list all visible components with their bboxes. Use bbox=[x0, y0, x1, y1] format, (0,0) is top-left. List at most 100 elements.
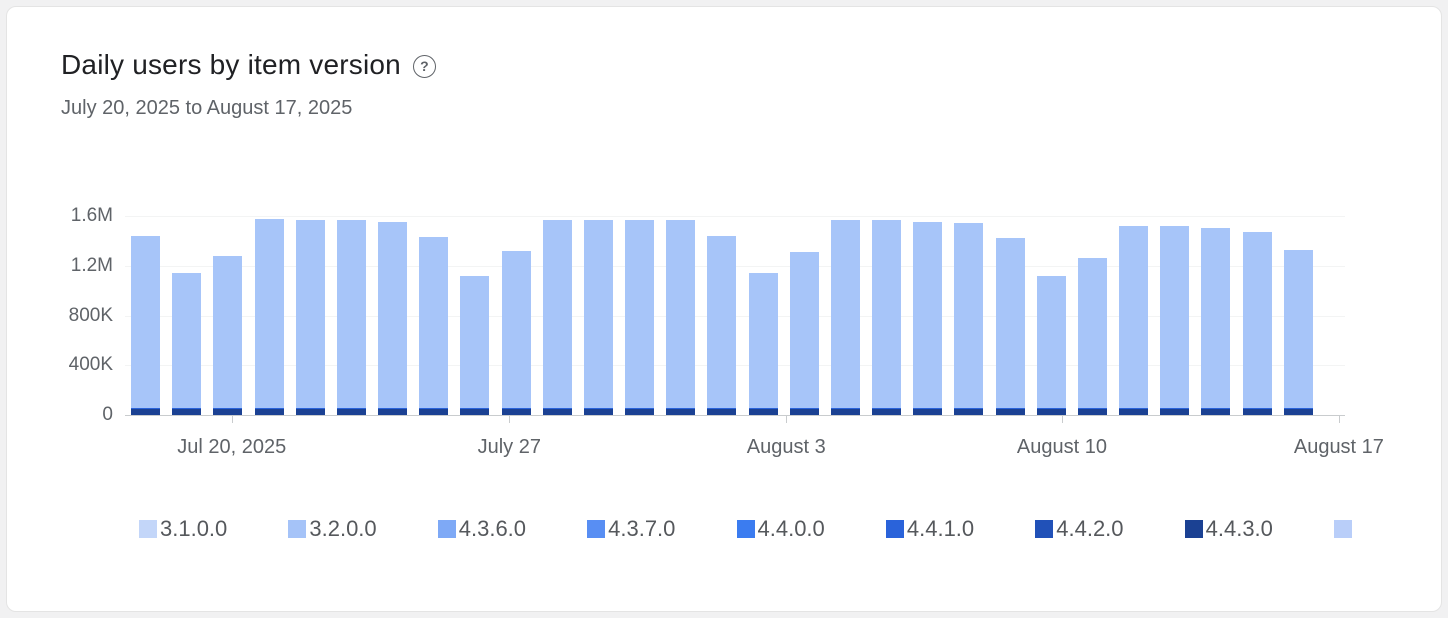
bar-segment-4.4.1.0 bbox=[830, 407, 860, 410]
bar-segment-3.2.0.0 bbox=[336, 219, 366, 408]
bar-segment-4.4.1.0 bbox=[872, 407, 902, 410]
bars-group bbox=[131, 216, 1313, 415]
legend-item-4-4-1-0: 4.4.1.0 bbox=[885, 516, 975, 542]
bar-segment-3.2.0.0 bbox=[913, 222, 943, 408]
bar-segment-4.4.1.0 bbox=[913, 407, 943, 410]
bar-jul-25[interactable] bbox=[336, 216, 366, 415]
bar-segment-3.2.0.0 bbox=[748, 273, 778, 408]
bar-jul-31[interactable] bbox=[583, 216, 613, 415]
bar-segment-3.2.0.0 bbox=[378, 222, 408, 408]
y-axis-label: 800K bbox=[68, 304, 113, 326]
bar-segment-4.4.1.0 bbox=[419, 407, 449, 410]
bar-aug-10[interactable] bbox=[995, 216, 1025, 415]
bar-segment-4.4.1.0 bbox=[995, 407, 1025, 410]
title-row: Daily users by item version ? bbox=[61, 49, 1441, 81]
bar-jul-21[interactable] bbox=[172, 216, 202, 415]
bar-segment-3.2.0.0 bbox=[1119, 225, 1149, 408]
bar-segment-4.4.3.0 bbox=[913, 409, 943, 415]
bar-segment-4.4.1.0 bbox=[1160, 407, 1190, 410]
help-icon[interactable]: ? bbox=[412, 54, 436, 78]
bar-aug-2[interactable] bbox=[666, 216, 696, 415]
legend-label: 4.4.1.0 bbox=[906, 516, 975, 541]
x-axis-label: Jul 20, 2025 bbox=[177, 436, 287, 458]
x-axis-label: August 17 bbox=[1293, 436, 1384, 458]
bar-segment-3.2.0.0 bbox=[1160, 225, 1190, 408]
bar-jul-20[interactable] bbox=[131, 216, 160, 415]
bar-segment-4.4.3.0 bbox=[254, 409, 284, 415]
bar-segment-4.4.1.0 bbox=[213, 407, 243, 410]
bar-aug-12[interactable] bbox=[1077, 216, 1107, 415]
legend-swatch bbox=[587, 520, 606, 538]
gridline bbox=[125, 216, 1345, 217]
bar-segment-3.2.0.0 bbox=[666, 219, 696, 408]
bar-segment-3.2.0.0 bbox=[501, 250, 531, 408]
y-axis-label: 1.6M bbox=[70, 205, 113, 226]
legend-swatch bbox=[1184, 520, 1203, 538]
legend-label: 4.3.7.0 bbox=[608, 516, 676, 541]
bar-jul-29[interactable] bbox=[501, 216, 531, 415]
x-axis-label: August 3 bbox=[746, 436, 826, 458]
bar-segment-4.4.3.0 bbox=[1242, 409, 1272, 415]
bar-aug-11[interactable] bbox=[1036, 216, 1066, 415]
bar-aug-6[interactable] bbox=[830, 216, 860, 415]
bar-aug-3[interactable] bbox=[707, 216, 737, 415]
bar-segment-4.4.3.0 bbox=[1283, 409, 1313, 415]
bar-aug-9[interactable] bbox=[954, 216, 984, 415]
legend-label: 4.3.6.0 bbox=[458, 516, 527, 541]
legend-swatch bbox=[736, 520, 755, 538]
bar-jul-24[interactable] bbox=[295, 216, 325, 415]
legend-label: 4.4.0.0 bbox=[757, 516, 825, 541]
bar-segment-3.2.0.0 bbox=[131, 235, 160, 408]
bar-jul-23[interactable] bbox=[254, 216, 284, 415]
bar-segment-4.4.3.0 bbox=[748, 409, 778, 415]
plot-area: 1.6M 1.2M 800K 400K 0 Jul 20, 2025 July 27 Augu… bbox=[69, 205, 1384, 458]
bar-segment-3.2.0.0 bbox=[1283, 249, 1313, 408]
bar-segment-3.2.0.0 bbox=[707, 235, 737, 408]
bar-aug-17[interactable] bbox=[1283, 216, 1313, 415]
bar-segment-4.4.1.0 bbox=[501, 407, 531, 410]
bar-jul-27[interactable] bbox=[419, 216, 449, 415]
bar-segment-4.4.3.0 bbox=[213, 409, 243, 415]
bar-segment-4.4.1.0 bbox=[707, 407, 737, 410]
legend-label: 3.1.0.0 bbox=[160, 516, 228, 541]
bar-jul-28[interactable] bbox=[460, 216, 490, 415]
bar-segment-4.4.3.0 bbox=[295, 409, 325, 415]
bar-segment-4.4.1.0 bbox=[336, 407, 366, 410]
bar-aug-8[interactable] bbox=[913, 216, 943, 415]
legend-swatch bbox=[1035, 520, 1054, 538]
x-axis-tick bbox=[786, 416, 788, 423]
bar-aug-16[interactable] bbox=[1242, 216, 1272, 415]
legend-label: 4.4.2.0 bbox=[1056, 516, 1124, 541]
bar-segment-4.4.3.0 bbox=[666, 409, 696, 415]
bar-segment-4.4.1.0 bbox=[789, 407, 819, 410]
bar-segment-4.4.3.0 bbox=[378, 409, 408, 415]
bar-aug-1[interactable] bbox=[625, 216, 655, 415]
bar-segment-4.4.3.0 bbox=[954, 409, 984, 415]
bar-segment-4.4.3.0 bbox=[1077, 409, 1107, 415]
bar-segment-4.4.3.0 bbox=[995, 409, 1025, 415]
y-axis-label: 0 bbox=[102, 404, 113, 425]
bar-segment-4.4.3.0 bbox=[419, 409, 449, 415]
bar-segment-3.2.0.0 bbox=[254, 218, 284, 408]
bar-segment-4.4.3.0 bbox=[872, 409, 902, 415]
bar-segment-4.4.1.0 bbox=[1242, 407, 1272, 410]
legend-label: 3.2.0.0 bbox=[309, 516, 377, 541]
bar-segment-4.4.3.0 bbox=[625, 409, 655, 415]
bar-aug-4[interactable] bbox=[748, 216, 778, 415]
bar-segment-4.4.3.0 bbox=[131, 409, 160, 415]
bar-aug-7[interactable] bbox=[872, 216, 902, 415]
bar-segment-4.4.1.0 bbox=[378, 407, 408, 410]
bar-aug-14[interactable] bbox=[1160, 216, 1190, 415]
bar-aug-15[interactable] bbox=[1201, 216, 1231, 415]
bar-jul-22[interactable] bbox=[213, 216, 243, 415]
bar-segment-4.4.1.0 bbox=[542, 407, 572, 410]
bar-segment-4.4.1.0 bbox=[172, 407, 202, 410]
bar-jul-26[interactable] bbox=[378, 216, 408, 415]
chart-legend: 3.1.0.0 3.2.0.0 4.3.6.0 4.3.7.0 4.4.0.0 4.4.1… bbox=[139, 516, 1355, 542]
bar-segment-4.4.3.0 bbox=[501, 409, 531, 415]
bar-jul-30[interactable] bbox=[542, 216, 572, 415]
bar-aug-5[interactable] bbox=[789, 216, 819, 415]
bar-segment-3.2.0.0 bbox=[460, 275, 490, 408]
bar-aug-13[interactable] bbox=[1119, 216, 1149, 415]
